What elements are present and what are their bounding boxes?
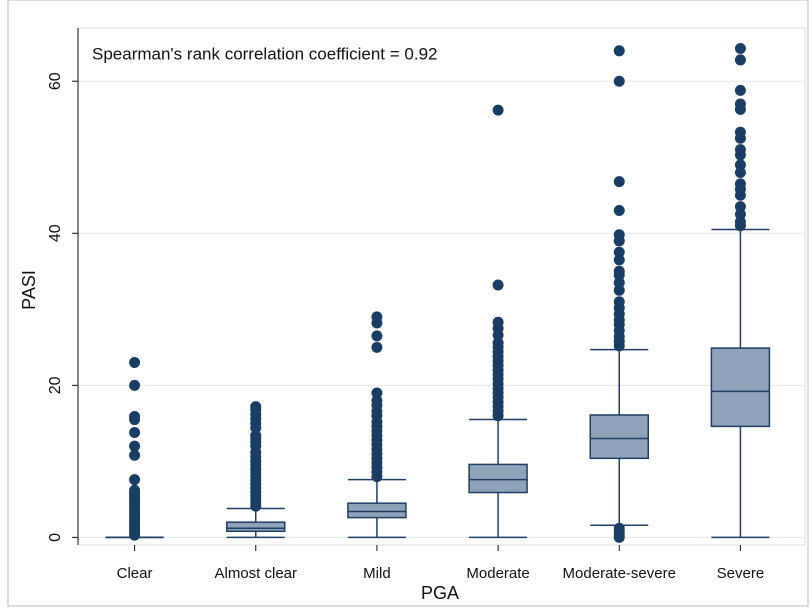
outlier bbox=[734, 220, 746, 232]
box bbox=[589, 414, 649, 460]
outlier bbox=[492, 410, 504, 422]
outlier bbox=[129, 529, 141, 541]
y-tick-label: 0 bbox=[47, 533, 64, 542]
outlier bbox=[613, 284, 625, 296]
box bbox=[710, 347, 771, 428]
box bbox=[226, 521, 286, 533]
outlier bbox=[613, 45, 625, 57]
outlier bbox=[613, 269, 625, 281]
outlier bbox=[734, 208, 746, 220]
outlier bbox=[613, 176, 625, 188]
outlier bbox=[734, 189, 746, 201]
outlier bbox=[734, 166, 746, 178]
x-tick-label: Clear bbox=[117, 565, 153, 582]
y-tick-label: 60 bbox=[47, 72, 64, 90]
outlier bbox=[734, 132, 746, 144]
outlier bbox=[613, 340, 625, 352]
outlier bbox=[250, 422, 262, 434]
outlier bbox=[129, 440, 141, 452]
outlier bbox=[734, 103, 746, 115]
x-tick-label: Moderate bbox=[466, 565, 529, 582]
outlier bbox=[734, 201, 746, 213]
outlier bbox=[613, 254, 625, 266]
outlier bbox=[129, 379, 141, 391]
annotation: Spearman's rank correlation coefficient … bbox=[92, 44, 438, 63]
outlier bbox=[371, 330, 383, 342]
outlier bbox=[734, 159, 746, 171]
y-tick-label: 20 bbox=[47, 376, 64, 394]
outlier bbox=[371, 317, 383, 329]
x-tick-label: Mild bbox=[363, 565, 391, 582]
box bbox=[468, 463, 528, 494]
x-tick-label: Almost clear bbox=[214, 565, 297, 582]
outlier bbox=[129, 449, 141, 461]
outlier bbox=[613, 246, 625, 258]
outlier bbox=[613, 277, 625, 289]
x-tick-label: Severe bbox=[717, 565, 765, 582]
y-axis-label: PASI bbox=[19, 270, 39, 310]
outlier bbox=[613, 235, 625, 247]
frame bbox=[7, 0, 809, 607]
outlier bbox=[734, 54, 746, 66]
x-axis-label: PGA bbox=[421, 583, 459, 603]
outlier bbox=[613, 204, 625, 216]
outlier bbox=[492, 104, 504, 116]
outlier bbox=[129, 414, 141, 426]
plot-area bbox=[77, 27, 806, 546]
outlier bbox=[129, 357, 141, 369]
outlier bbox=[371, 387, 383, 399]
outlier bbox=[129, 426, 141, 438]
outlier bbox=[734, 43, 746, 55]
box bbox=[347, 502, 407, 519]
x-tick-label: Moderate-severe bbox=[563, 565, 676, 582]
outlier bbox=[613, 531, 625, 543]
outlier bbox=[492, 329, 504, 341]
outlier bbox=[734, 84, 746, 96]
outlier bbox=[734, 149, 746, 161]
y-tick-label: 40 bbox=[47, 224, 64, 242]
outlier bbox=[129, 474, 141, 486]
outlier bbox=[371, 341, 383, 353]
outlier bbox=[613, 75, 625, 87]
outlier bbox=[492, 279, 504, 291]
